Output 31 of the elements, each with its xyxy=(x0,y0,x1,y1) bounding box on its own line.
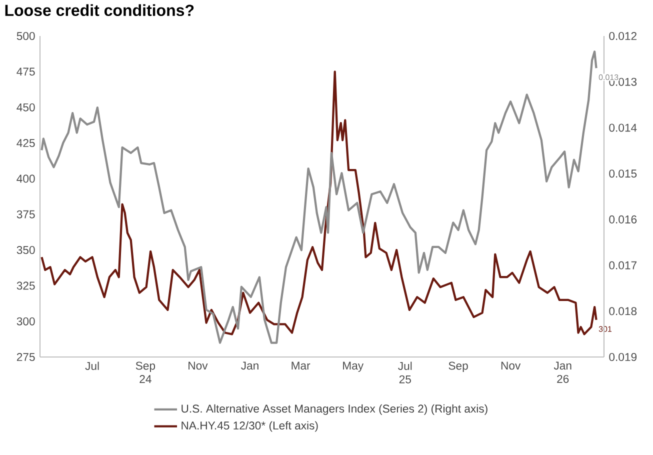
x-tick-label: Sep 24 xyxy=(136,362,156,383)
y-tick-label: 275 xyxy=(16,352,35,362)
x-tick-label: Sep xyxy=(448,362,468,372)
y-tick-label: 500 xyxy=(16,32,35,40)
y-tick-label: 350 xyxy=(16,246,35,254)
x-tick-label: Jan 26 xyxy=(554,362,572,383)
y2-tick-label: 0.019 xyxy=(609,353,637,362)
chart-title: Loose credit conditions? xyxy=(5,4,194,16)
x-tick-label: Jul xyxy=(85,362,99,370)
x-tick-label: Jan xyxy=(241,362,258,370)
x-tick-label: May xyxy=(343,362,364,372)
y2-tick-label: 0.014 xyxy=(609,124,637,132)
y2-tick-label: 0.017 xyxy=(609,261,636,270)
y-tick-label: 425 xyxy=(16,139,35,148)
y2-tick-label: 0.015 xyxy=(609,170,637,178)
y2-tick-label: 0.018 xyxy=(609,307,637,316)
y-tick-label: 400 xyxy=(16,174,35,183)
y-tick-label: 375 xyxy=(16,210,35,218)
y-tick-label: 300 xyxy=(16,317,35,326)
legend-label: NA.HY.45 12/30* (Left axis) xyxy=(182,421,318,432)
x-tick-label: Nov xyxy=(188,362,208,370)
y-tick-label: 475 xyxy=(16,68,35,76)
x-tick-label: Nov xyxy=(501,362,521,370)
legend-label: U.S. Alternative Asset Managers Index (Series 2) (Right axis) xyxy=(182,404,488,415)
data-label: 0.013 xyxy=(598,74,618,80)
y-tick-label: 325 xyxy=(16,282,35,290)
x-tick-label: Mar xyxy=(292,362,310,370)
x-tick-label: Jul 25 xyxy=(398,362,412,384)
y2-tick-label: 0.016 xyxy=(609,215,637,224)
y-tick-label: 450 xyxy=(16,103,35,112)
y2-tick-label: 0.012 xyxy=(609,32,636,40)
